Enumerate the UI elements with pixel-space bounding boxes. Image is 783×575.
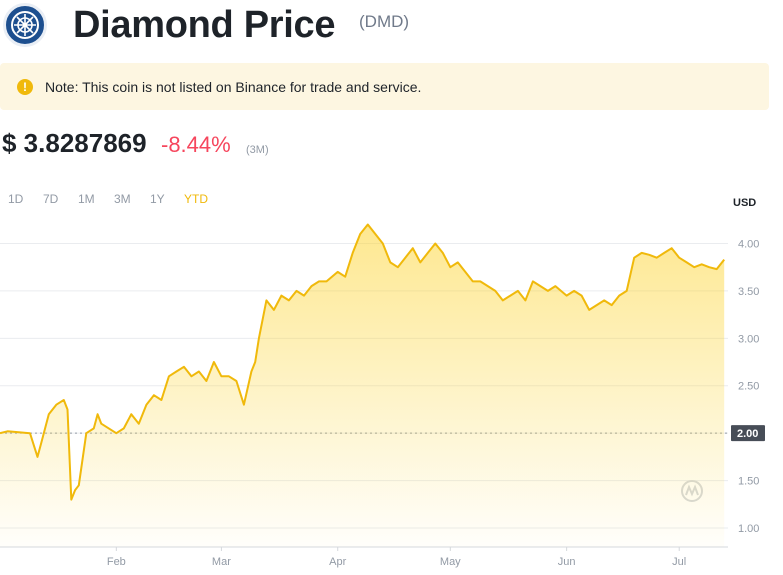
x-tick-label: Mar — [212, 556, 231, 568]
price-line — [0, 223, 725, 501]
ticker-symbol: (DMD) — [359, 12, 410, 31]
price-change-percent: -8.44% — [161, 132, 231, 157]
currency-unit-label: USD — [733, 197, 757, 209]
tab-3m[interactable]: 3M — [114, 192, 131, 206]
tab-1d[interactable]: 1D — [8, 192, 24, 206]
y-tick-label: 2.50 — [738, 381, 759, 393]
x-tick-label: Apr — [329, 556, 346, 568]
y-tick-label: 1.50 — [738, 476, 759, 488]
x-tick-label: Jun — [558, 556, 576, 568]
current-price: $ 3.8287869 — [2, 128, 147, 158]
tab-1y[interactable]: 1Y — [150, 192, 165, 206]
y-tick-label: 3.50 — [738, 286, 759, 298]
price-area-fill — [0, 224, 725, 547]
header: Diamond Price (DMD) — [0, 0, 783, 52]
y-axis: 1.00 1.50 2.50 3.00 3.50 4.00 2.00 — [731, 238, 765, 535]
x-tick-label: May — [440, 556, 461, 568]
x-axis: Feb Mar Apr May Jun Jul — [0, 546, 728, 568]
note-text: Note: This coin is not listed on Binance… — [45, 78, 422, 95]
page-title: Diamond Price — [73, 4, 336, 46]
y-tick-label: 3.00 — [738, 333, 759, 345]
x-tick-label: Feb — [107, 556, 126, 568]
change-period: (3M) — [246, 144, 269, 156]
warning-info-icon: ! — [17, 78, 33, 95]
price-chart[interactable]: 1.00 1.50 2.50 3.00 3.50 4.00 2.00 Feb Mar Apr Ma… — [0, 215, 783, 575]
tab-7d[interactable]: 7D — [43, 192, 59, 206]
y-tick-label: 1.00 — [738, 523, 759, 535]
reference-label: 2.00 — [737, 428, 758, 440]
diamond-coin-logo-icon — [3, 3, 47, 47]
tab-1m[interactable]: 1M — [78, 192, 95, 206]
listing-note-banner: ! Note: This coin is not listed on Binan… — [0, 63, 769, 110]
reference-label-badge — [731, 425, 765, 442]
x-tick-label: Jul — [672, 556, 686, 568]
y-tick-label: 4.00 — [738, 238, 759, 250]
tab-ytd[interactable]: YTD — [184, 192, 208, 206]
